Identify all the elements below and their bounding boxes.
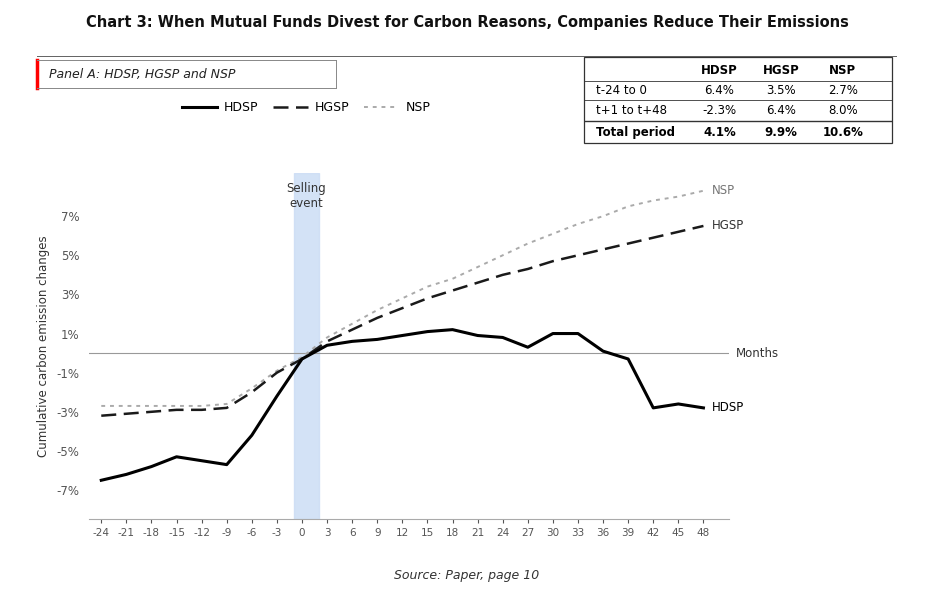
Y-axis label: Cumulative carbon emission changes: Cumulative carbon emission changes <box>36 235 50 457</box>
Text: t+1 to t+48: t+1 to t+48 <box>596 104 667 117</box>
Text: 8.0%: 8.0% <box>828 104 857 117</box>
Text: HDSP: HDSP <box>701 64 738 77</box>
Text: t-24 to 0: t-24 to 0 <box>596 84 647 97</box>
Text: 3.5%: 3.5% <box>766 84 796 97</box>
Text: HGSP: HGSP <box>763 64 800 77</box>
Text: 4.1%: 4.1% <box>703 125 736 139</box>
Bar <box>293 173 318 519</box>
Text: Total period: Total period <box>596 125 675 139</box>
Text: 10.6%: 10.6% <box>822 125 863 139</box>
Text: NSP: NSP <box>829 64 856 77</box>
Text: 6.4%: 6.4% <box>766 104 796 117</box>
Legend: HDSP, HGSP, NSP: HDSP, HGSP, NSP <box>177 96 435 119</box>
Text: 2.7%: 2.7% <box>828 84 857 97</box>
Text: HGSP: HGSP <box>712 220 744 232</box>
Text: 9.9%: 9.9% <box>765 125 798 139</box>
Text: Chart 3: When Mutual Funds Divest for Carbon Reasons, Companies Reduce Their Emi: Chart 3: When Mutual Funds Divest for Ca… <box>86 15 848 30</box>
Text: Months: Months <box>735 347 779 359</box>
Text: Source: Paper, page 10: Source: Paper, page 10 <box>394 569 540 582</box>
Text: Panel A: HDSP, HGSP and NSP: Panel A: HDSP, HGSP and NSP <box>50 67 235 81</box>
Text: 6.4%: 6.4% <box>704 84 734 97</box>
Text: Selling
event: Selling event <box>287 182 326 210</box>
Text: -2.3%: -2.3% <box>702 104 736 117</box>
Text: NSP: NSP <box>712 184 735 197</box>
Text: HDSP: HDSP <box>712 401 744 414</box>
